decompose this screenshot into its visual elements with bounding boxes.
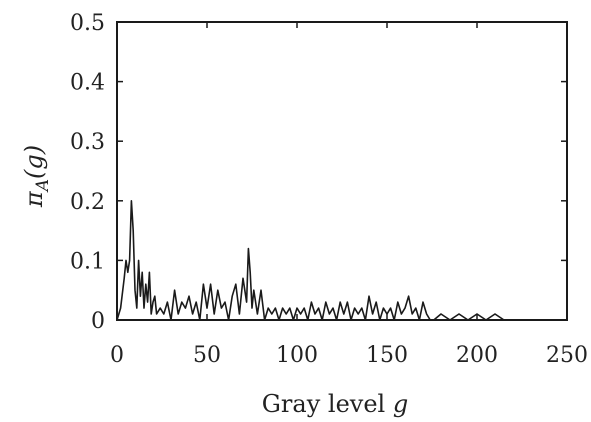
x-tick-label: 100 bbox=[276, 343, 318, 368]
x-axis-title: Gray level g bbox=[262, 390, 408, 418]
y-axis-title: πA(g) bbox=[20, 145, 53, 208]
x-tick-label: 0 bbox=[110, 343, 124, 368]
y-tick-label: 0.1 bbox=[70, 249, 105, 274]
y-tick-label: 0.2 bbox=[70, 190, 105, 215]
x-tick-label: 150 bbox=[366, 343, 408, 368]
y-tick-label: 0.5 bbox=[70, 11, 105, 36]
axis-ticks bbox=[116, 21, 568, 321]
x-tick-label: 50 bbox=[193, 343, 221, 368]
series-line-0 bbox=[116, 200, 567, 321]
y-tick-label: 0.4 bbox=[70, 71, 105, 96]
y-tick-label: 0 bbox=[91, 309, 105, 334]
series-layer bbox=[116, 200, 567, 321]
x-tick-label: 250 bbox=[546, 343, 588, 368]
x-tick-label: 200 bbox=[456, 343, 498, 368]
axis-tick-labels: 0 50 100 150 200 250 0 0.1 0.2 0.3 0.4 0.5 bbox=[70, 11, 588, 368]
y-tick-label: 0.3 bbox=[70, 130, 105, 155]
plot-frame bbox=[116, 21, 568, 321]
